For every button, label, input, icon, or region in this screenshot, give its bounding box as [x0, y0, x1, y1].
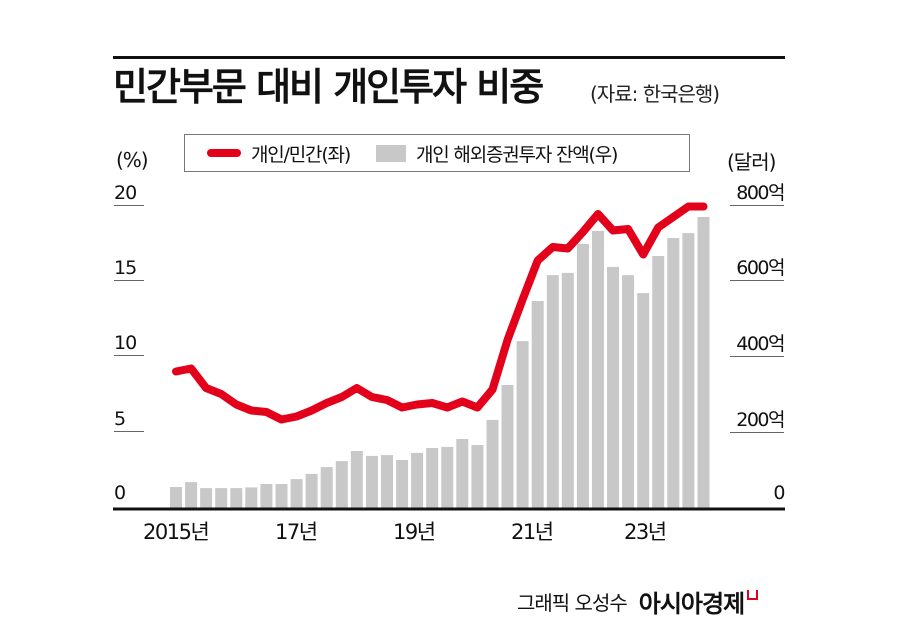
bar [320, 467, 333, 508]
bar [396, 460, 409, 508]
bar [365, 455, 378, 508]
top-rule [113, 56, 785, 59]
bar [622, 275, 635, 508]
left-tick-10: 10 [114, 332, 144, 356]
left-tick-15: 15 [114, 257, 144, 281]
bar [652, 256, 665, 508]
bar [335, 461, 348, 508]
brand-mark-icon [747, 589, 759, 600]
bar [245, 487, 258, 508]
legend: 개인/민간(좌) 개인 해외증권투자 잔액(우) [184, 134, 690, 172]
left-tick-20: 20 [114, 182, 144, 206]
credit-author: 그래픽 오성수 [517, 591, 628, 615]
bar-series [170, 217, 710, 508]
bar [516, 341, 529, 508]
line-series [172, 202, 708, 424]
bar [576, 244, 589, 508]
bar [290, 479, 303, 508]
right-axis-unit: (달러) [727, 150, 776, 174]
bar [682, 233, 695, 508]
bar [230, 488, 243, 508]
bar [215, 488, 228, 508]
bar [697, 217, 710, 508]
left-tick-5: 5 [114, 408, 144, 432]
legend-bar-label: 개인 해외증권투자 잔액(우) [416, 143, 618, 166]
right-tick-400: 400억 [730, 333, 786, 357]
x-label-19: 19년 [393, 520, 436, 544]
bar [667, 238, 680, 508]
bar [426, 448, 439, 508]
right-tick-200: 200억 [730, 409, 786, 433]
left-tick-0: 0 [114, 482, 126, 504]
bar [546, 275, 559, 508]
bar [441, 446, 454, 508]
right-tick-600: 600억 [730, 257, 786, 281]
bar [200, 488, 213, 508]
right-tick-0: 0 [773, 482, 785, 504]
bar [531, 301, 544, 508]
bar [170, 487, 182, 508]
legend-bar-swatch-icon [376, 144, 407, 162]
x-label-2015: 2015년 [143, 520, 210, 544]
bar [275, 484, 288, 508]
bar [637, 293, 650, 508]
right-tick-800: 800억 [730, 182, 786, 206]
chart-title: 민간부문 대비 개인투자 비중 [113, 65, 544, 109]
bar [486, 419, 499, 508]
legend-line-label: 개인/민간(좌) [251, 143, 351, 166]
x-label-21: 21년 [511, 520, 554, 544]
bar [501, 385, 514, 508]
legend-line-swatch-icon [207, 149, 241, 157]
bar [607, 266, 619, 508]
brand-logo: 아시아경제 [638, 590, 745, 618]
bar [471, 445, 484, 508]
bar [305, 473, 318, 508]
source-note: (자료: 한국은행) [590, 82, 720, 106]
bar [350, 451, 363, 508]
x-label-23: 23년 [624, 520, 667, 544]
credit: 그래픽 오성수 아시아경제 [517, 584, 759, 619]
bar [381, 455, 393, 508]
bar [260, 484, 273, 508]
left-axis-unit: (%) [116, 148, 149, 172]
bar [185, 482, 198, 508]
bar [456, 439, 469, 508]
bar [592, 230, 604, 508]
x-label-17: 17년 [275, 520, 318, 544]
bar [561, 272, 574, 508]
bar [411, 452, 424, 508]
